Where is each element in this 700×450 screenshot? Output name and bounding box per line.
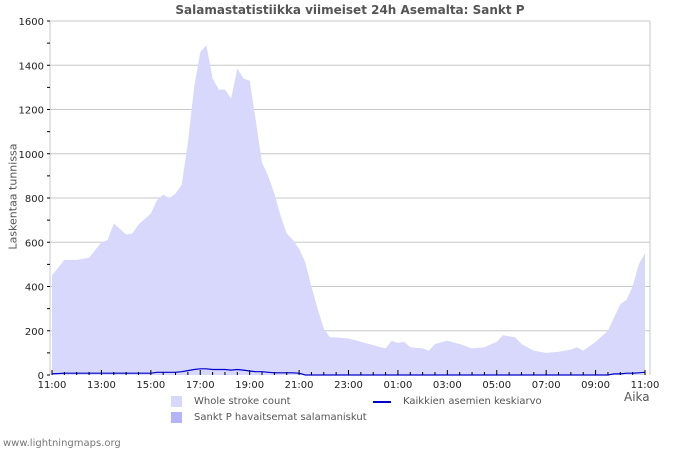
svg-text:1600: 1600 xyxy=(19,17,44,28)
footer-link[interactable]: www.lightningmaps.org xyxy=(3,438,121,449)
plot-area: 0 200 400 600 800 1000 1200 1400 1600 11:00 13:00… xyxy=(19,17,660,391)
svg-text:05:00: 05:00 xyxy=(482,380,511,391)
y-tick-labels: 0 200 400 600 800 1000 1200 1400 1600 xyxy=(19,17,44,382)
svg-text:0: 0 xyxy=(38,371,44,382)
svg-text:17:00: 17:00 xyxy=(186,380,215,391)
legend-item-whole: Whole stroke count xyxy=(171,396,291,407)
svg-text:01:00: 01:00 xyxy=(384,380,413,391)
legend-item-station: Sankt P havaitsemat salamaniskut xyxy=(171,412,367,423)
x-tick-labels: 11:00 13:00 15:00 17:00 19:00 21:00 23:00 01:00… xyxy=(38,380,660,391)
svg-text:11:00: 11:00 xyxy=(631,380,660,391)
svg-text:1000: 1000 xyxy=(19,150,44,161)
axes xyxy=(47,20,646,376)
legend-label-average: Kaikkien asemien keskiarvo xyxy=(403,396,542,407)
svg-text:13:00: 13:00 xyxy=(87,380,116,391)
svg-text:800: 800 xyxy=(25,194,44,205)
svg-text:09:00: 09:00 xyxy=(581,380,610,391)
chart-title: Salamastatistiikka viimeiset 24h Asemalt… xyxy=(175,3,525,17)
svg-text:03:00: 03:00 xyxy=(433,380,462,391)
svg-text:19:00: 19:00 xyxy=(235,380,264,391)
svg-text:15:00: 15:00 xyxy=(136,380,165,391)
svg-text:11:00: 11:00 xyxy=(38,380,67,391)
legend-swatch-station xyxy=(171,412,182,423)
svg-text:07:00: 07:00 xyxy=(532,380,561,391)
legend-item-average: Kaikkien asemien keskiarvo xyxy=(373,396,542,407)
svg-text:1200: 1200 xyxy=(19,106,44,117)
svg-text:200: 200 xyxy=(25,327,44,338)
average-line xyxy=(51,368,646,376)
svg-text:600: 600 xyxy=(25,238,44,249)
legend-label-station: Sankt P havaitsemat salamaniskut xyxy=(194,412,367,423)
legend-label-whole: Whole stroke count xyxy=(194,396,291,407)
legend-swatch-average xyxy=(373,400,391,403)
svg-text:400: 400 xyxy=(25,283,44,294)
x-axis-label: Aika xyxy=(624,390,650,404)
whole-stroke-area xyxy=(52,45,645,376)
svg-text:23:00: 23:00 xyxy=(334,380,363,391)
svg-text:1400: 1400 xyxy=(19,61,44,72)
svg-text:21:00: 21:00 xyxy=(285,380,314,391)
legend-swatch-whole xyxy=(171,396,182,407)
